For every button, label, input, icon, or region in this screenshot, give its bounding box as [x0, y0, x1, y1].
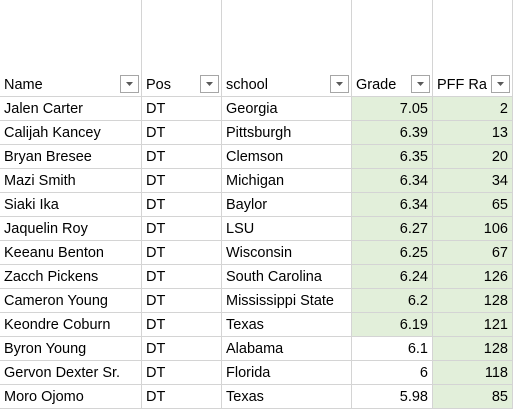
table-cell: Cameron Young: [0, 289, 142, 313]
header-cell: school: [222, 0, 352, 97]
table-cell: Jalen Carter: [0, 97, 142, 121]
table-cell: 2: [433, 97, 513, 121]
filter-button[interactable]: [200, 75, 219, 93]
table-cell: 7.05: [352, 97, 433, 121]
table-cell: Pittsburgh: [222, 121, 352, 145]
table-cell: 6.34: [352, 169, 433, 193]
table-cell: 65: [433, 193, 513, 217]
table-cell: 6.19: [352, 313, 433, 337]
table-cell: 6.25: [352, 241, 433, 265]
table-cell: DT: [142, 361, 222, 385]
table-cell: 13: [433, 121, 513, 145]
table-cell: 121: [433, 313, 513, 337]
header-cell: Name: [0, 0, 142, 97]
table-cell: DT: [142, 145, 222, 169]
table-cell: Zacch Pickens: [0, 265, 142, 289]
filter-arrow: [497, 82, 504, 86]
table-cell: 67: [433, 241, 513, 265]
table-cell: 20: [433, 145, 513, 169]
table-cell: 6.1: [352, 337, 433, 361]
table-cell: 118: [433, 361, 513, 385]
table-cell: DT: [142, 289, 222, 313]
table-cell: DT: [142, 121, 222, 145]
table-cell: Jaquelin Roy: [0, 217, 142, 241]
table-cell: South Carolina: [222, 265, 352, 289]
table-cell: DT: [142, 265, 222, 289]
table-cell: DT: [142, 169, 222, 193]
table-cell: 128: [433, 289, 513, 313]
table-cell: 106: [433, 217, 513, 241]
table-cell: Texas: [222, 313, 352, 337]
table-cell: DT: [142, 241, 222, 265]
table-cell: Michigan: [222, 169, 352, 193]
filter-button[interactable]: [491, 75, 510, 93]
table-cell: DT: [142, 385, 222, 409]
table-cell: DT: [142, 217, 222, 241]
table-cell: 6.39: [352, 121, 433, 145]
table-cell: 6: [352, 361, 433, 385]
filter-arrow: [336, 82, 343, 86]
table-cell: Alabama: [222, 337, 352, 361]
table-cell: Clemson: [222, 145, 352, 169]
filter-button[interactable]: [330, 75, 349, 93]
table-cell: 6.34: [352, 193, 433, 217]
table-cell: DT: [142, 337, 222, 361]
table-cell: Calijah Kancey: [0, 121, 142, 145]
filter-arrow: [206, 82, 213, 86]
filter-button[interactable]: [120, 75, 139, 93]
table-cell: 85: [433, 385, 513, 409]
header-cell: Pos: [142, 0, 222, 97]
table-cell: DT: [142, 193, 222, 217]
table-cell: Gervon Dexter Sr.: [0, 361, 142, 385]
table-cell: 126: [433, 265, 513, 289]
table-cell: Georgia: [222, 97, 352, 121]
table-cell: 6.35: [352, 145, 433, 169]
table-cell: DT: [142, 97, 222, 121]
table-cell: Moro Ojomo: [0, 385, 142, 409]
table-cell: Mazi Smith: [0, 169, 142, 193]
table-cell: Baylor: [222, 193, 352, 217]
table-cell: Mississippi State: [222, 289, 352, 313]
table-cell: LSU: [222, 217, 352, 241]
table-cell: Siaki Ika: [0, 193, 142, 217]
table-cell: 5.98: [352, 385, 433, 409]
table-cell: Florida: [222, 361, 352, 385]
filter-arrow: [417, 82, 424, 86]
table-cell: 6.2: [352, 289, 433, 313]
header-cell: Grade: [352, 0, 433, 97]
table-cell: 6.24: [352, 265, 433, 289]
table-cell: Byron Young: [0, 337, 142, 361]
filter-button[interactable]: [411, 75, 430, 93]
filter-arrow: [126, 82, 133, 86]
table-cell: 34: [433, 169, 513, 193]
table-cell: 128: [433, 337, 513, 361]
table-cell: Texas: [222, 385, 352, 409]
table-cell: Keeanu Benton: [0, 241, 142, 265]
table-cell: DT: [142, 313, 222, 337]
table-cell: 6.27: [352, 217, 433, 241]
table-cell: Keondre Coburn: [0, 313, 142, 337]
table-cell: Bryan Bresee: [0, 145, 142, 169]
table-cell: Wisconsin: [222, 241, 352, 265]
